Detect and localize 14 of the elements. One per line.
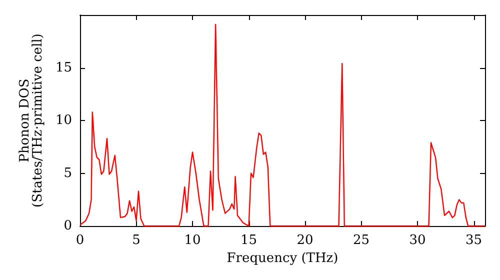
x-tick-label: 35 xyxy=(465,233,482,248)
x-axis-title: Frequency (THz) xyxy=(226,250,338,266)
y-tick-label: 0 xyxy=(64,218,72,234)
x-tick-label: 15 xyxy=(240,233,258,248)
y-axis-title: Phonon DOS (States/THz·primitive cell) xyxy=(18,33,46,208)
x-tick-label: 5 xyxy=(132,233,140,248)
x-tick-label: 10 xyxy=(184,233,201,248)
y-tick-label: 5 xyxy=(64,166,72,181)
y-tick-label: 15 xyxy=(55,60,72,76)
x-tick-label: 30 xyxy=(409,233,426,248)
x-tick-label: 0 xyxy=(76,233,84,248)
x-tick-label: 20 xyxy=(296,233,314,248)
x-tick-label: 25 xyxy=(352,233,370,248)
y-tick-label: 10 xyxy=(55,113,72,128)
